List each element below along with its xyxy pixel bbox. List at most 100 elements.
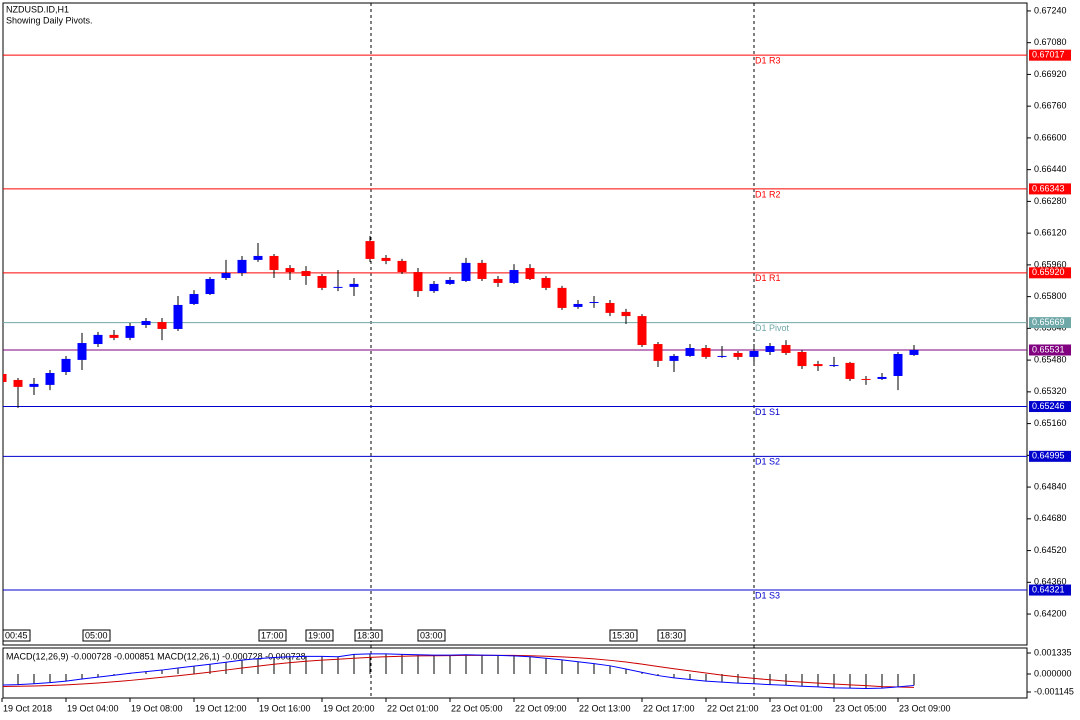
- candle-body: [77, 343, 87, 360]
- candle-body: [669, 355, 679, 361]
- session-label: 00:45: [5, 630, 28, 640]
- candle-body: [893, 353, 903, 376]
- candle-body: [493, 278, 503, 283]
- session-label: 03:00: [420, 630, 443, 640]
- candle-body: [749, 350, 759, 357]
- pivot-name: D1 S2: [755, 457, 780, 467]
- y-tick-label: 0.65800: [1034, 291, 1067, 301]
- macd-line: [3, 653, 915, 689]
- candle-body: [205, 278, 215, 295]
- price-box-label: 0.65669: [1032, 317, 1065, 327]
- x-tick-label: 23 Oct 05:00: [835, 703, 887, 713]
- y-tick-label: 0.66760: [1034, 101, 1067, 111]
- y-tick-label: 0.66600: [1034, 132, 1067, 142]
- x-tick-label: 22 Oct 09:00: [515, 703, 567, 713]
- session-label: 18:30: [357, 630, 380, 640]
- candle-body: [829, 365, 839, 367]
- price-box-label: 0.64995: [1032, 451, 1065, 461]
- session-box: [609, 629, 638, 642]
- candle-body: [765, 346, 775, 352]
- pivot-name: D1 Pivot: [755, 323, 790, 333]
- y-tick-label: 0.67080: [1034, 37, 1067, 47]
- y-tick-label: 0.66280: [1034, 196, 1067, 206]
- x-tick-label: 22 Oct 17:00: [643, 703, 695, 713]
- macd-y-tick-label: 0.000000: [1034, 668, 1072, 678]
- x-tick-label: 22 Oct 01:00: [387, 703, 439, 713]
- candle-body: [125, 325, 135, 338]
- pivot-name: D1 R3: [755, 56, 781, 66]
- session-label: 15:30: [612, 630, 635, 640]
- candle-body: [557, 287, 567, 308]
- session-label: 19:00: [308, 630, 331, 640]
- y-tick-label: 0.64360: [1034, 577, 1067, 587]
- y-tick-label: 0.66440: [1034, 164, 1067, 174]
- x-tick-label: 22 Oct 13:00: [579, 703, 631, 713]
- candle-body: [29, 383, 39, 387]
- y-tick-label: 0.65960: [1034, 259, 1067, 269]
- candle-body: [653, 344, 663, 361]
- candle-body: [221, 273, 231, 278]
- session-box: [258, 629, 287, 642]
- y-tick-label: 0.65320: [1034, 386, 1067, 396]
- y-tick-label: 0.65160: [1034, 418, 1067, 428]
- macd-frame: [2, 647, 1028, 699]
- price-box-label: 0.66343: [1032, 183, 1065, 193]
- candle-body: [909, 349, 919, 355]
- candle-body: [93, 334, 103, 345]
- candle-body: [413, 272, 423, 292]
- candle-body: [269, 255, 279, 271]
- chart-subtitle: Showing Daily Pivots.: [6, 15, 93, 25]
- candle-body: [301, 271, 311, 276]
- session-box: [417, 629, 446, 642]
- macd-y-tick-label: 0.001335: [1034, 647, 1072, 657]
- candle-body: [253, 255, 263, 260]
- price-box: [1029, 49, 1071, 61]
- candle-body: [509, 270, 519, 283]
- y-tick-label: 0.64840: [1034, 481, 1067, 491]
- x-tick-label: 19 Oct 04:00: [67, 703, 119, 713]
- candle-body: [877, 376, 887, 379]
- price-box: [1029, 344, 1071, 356]
- y-tick-label: 0.64520: [1034, 545, 1067, 555]
- x-tick-label: 23 Oct 09:00: [899, 703, 951, 713]
- price-box-label: 0.65920: [1032, 267, 1065, 277]
- candle-body: [365, 241, 375, 259]
- macd-signal-line: [3, 654, 915, 688]
- candle-body: [701, 348, 711, 357]
- candle-body: [397, 260, 407, 273]
- candle-body: [189, 294, 199, 304]
- candle-body: [685, 348, 695, 356]
- candle-body: [445, 279, 455, 284]
- price-box-label: 0.65531: [1032, 344, 1065, 354]
- candle-body: [285, 268, 295, 273]
- candle-body: [429, 283, 439, 292]
- session-box: [82, 629, 111, 642]
- candle-body: [541, 277, 551, 288]
- candle-body: [477, 262, 487, 279]
- candle-body: [461, 262, 471, 281]
- candle-body: [141, 321, 151, 325]
- session-box: [305, 629, 334, 642]
- y-tick-label: 0.64680: [1034, 513, 1067, 523]
- y-tick-label: 0.64200: [1034, 608, 1067, 618]
- candle-body: [605, 302, 615, 313]
- candle-body: [333, 286, 343, 288]
- candle-body: [845, 362, 855, 379]
- candle-body: [237, 259, 247, 274]
- price-box-label: 0.64321: [1032, 584, 1065, 594]
- candle-body: [717, 355, 727, 357]
- session-box: [657, 629, 686, 642]
- y-tick-label: 0.66120: [1034, 228, 1067, 238]
- pivot-name: D1 S1: [755, 407, 780, 417]
- candle-body: [13, 379, 23, 387]
- candle-body: [621, 311, 631, 317]
- candle-body: [781, 345, 791, 353]
- macd-y-tick-label: -0.001145: [1034, 686, 1074, 696]
- candle-body: [733, 352, 743, 357]
- candle-body: [173, 304, 183, 329]
- candle-body: [45, 373, 55, 385]
- price-box: [1029, 317, 1071, 329]
- candle-body: [61, 358, 71, 373]
